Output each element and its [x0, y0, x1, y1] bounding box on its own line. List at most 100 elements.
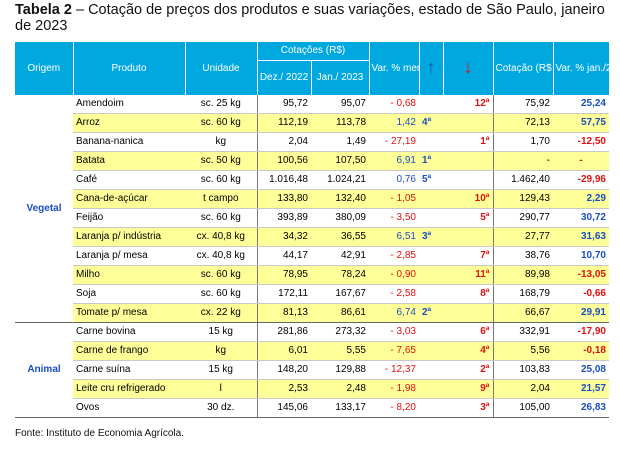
rank-increase [419, 360, 443, 380]
price-dec-2022: 1.016,48 [256, 170, 311, 190]
price-jan-2022: 103,83 [492, 360, 553, 380]
unit: kg [185, 132, 257, 152]
table-row: Laranja p/ mesa cx. 40,8 kg 44,17 42,91- 2,… [15, 246, 609, 266]
rank-decrease: 11ª [443, 265, 493, 285]
rank-decrease: 4ª [443, 341, 493, 361]
price-jan-2023: 380,09 [311, 208, 369, 228]
price-jan-2023: 273,32 [311, 322, 369, 342]
price-jan-2023: 42,91 [311, 246, 369, 266]
price-jan-2022: - [492, 151, 553, 171]
product-name: Cana-de-açúcar [73, 189, 185, 209]
table-row: Soja sc. 60 kg 172,11 167,67- 2,58 8ª 168,79-… [15, 284, 609, 304]
header-arrow-down-cell: ↓ [442, 42, 493, 95]
table-row: Ovos 30 dz. 145,06 133,17- 8,20 3ª 105,00 26,8… [15, 398, 609, 418]
table-row: Café sc. 60 kg 1.016,48 1.024,21 0,76 5ª 1.462… [15, 170, 609, 190]
header-arrow-up-cell: ↑ [418, 42, 443, 95]
unit: sc. 60 kg [185, 284, 257, 304]
yearly-variation: -17,90 [553, 322, 609, 342]
table-row: Cana-de-açúcar t campo 133,80 132,40- 1,05 1… [15, 189, 609, 209]
table-row: Arroz sc. 60 kg 112,19 113,78 1,42 4ª 72,13 57,… [15, 113, 609, 133]
monthly-variation: - 2,58 [369, 284, 419, 304]
price-jan-2023: 133,17 [311, 398, 369, 418]
rank-decrease: 2ª [443, 360, 493, 380]
price-jan-2022: 129,43 [492, 189, 553, 209]
monthly-variation: - 27,19 [369, 132, 419, 152]
yearly-variation: 25,24 [553, 95, 609, 114]
price-dec-2022: 34,32 [256, 227, 311, 247]
table-row: Carne suína 15 kg 148,20 129,88- 12,37 2ª 103… [15, 360, 609, 380]
rank-increase: 2ª [419, 303, 443, 323]
rank-increase [419, 265, 443, 285]
arrow-up-icon: ↑ [426, 56, 436, 77]
price-jan-2022: 72,13 [492, 113, 553, 133]
table-row: Banana-nanica kg 2,04 1,49- 27,19 1ª 1,70 -12,… [15, 132, 609, 152]
product-name: Feijão [73, 208, 185, 228]
monthly-variation: - 2,85 [369, 246, 419, 266]
header-produto: Produto [72, 42, 185, 95]
price-jan-2022: 5,56 [492, 341, 553, 361]
product-name: Carne de frango [73, 341, 185, 361]
rank-decrease: 8ª [443, 284, 493, 304]
yearly-variation: -0,18 [553, 341, 609, 361]
product-name: Banana-nanica [73, 132, 185, 152]
unit: 15 kg [185, 322, 257, 342]
yearly-variation: 30,72 [553, 208, 609, 228]
unit: t campo [185, 189, 257, 209]
yearly-variation: 10,70 [553, 246, 609, 266]
price-dec-2022: 145,06 [256, 398, 311, 418]
rank-decrease [443, 303, 493, 323]
header-var-mensal: Var. % mensal [368, 42, 419, 95]
rank-increase: 4ª [419, 113, 443, 133]
yearly-variation: -0,66 [553, 284, 609, 304]
unit: sc. 50 kg [185, 151, 257, 171]
yearly-variation: 29,91 [553, 303, 609, 323]
price-jan-2022: 168,79 [492, 284, 553, 304]
monthly-variation: - 1,05 [369, 189, 419, 209]
table-body: Vegetal Amendoim sc. 25 kg 95,72 95,07- 0,68… [15, 95, 609, 418]
product-name: Carne suína [73, 360, 185, 380]
header-origem: Origem [15, 42, 73, 95]
price-jan-2023: 36,55 [311, 227, 369, 247]
unit: sc. 60 kg [185, 208, 257, 228]
price-dec-2022: 81,13 [256, 303, 311, 323]
rank-increase [419, 189, 443, 209]
price-jan-2022: 332,91 [492, 322, 553, 342]
unit: sc. 60 kg [185, 113, 257, 133]
yearly-variation: 21,57 [553, 379, 609, 399]
rank-increase [419, 379, 443, 399]
table-caption: – Cotação de preços dos produtos e suas … [15, 2, 605, 34]
monthly-variation: - 0,68 [369, 95, 419, 114]
header-unidade: Unidade [184, 42, 257, 95]
monthly-variation: 0,76 [369, 170, 419, 190]
price-jan-2023: 132,40 [311, 189, 369, 209]
price-jan-2022: 1.462,40 [492, 170, 553, 190]
yearly-variation: 57,75 [553, 113, 609, 133]
unit: cx. 40,8 kg [185, 246, 257, 266]
price-jan-2023: 86,61 [311, 303, 369, 323]
header-var-jan: Var. % jan./2023- jan./2022 [552, 42, 609, 95]
unit: kg [185, 341, 257, 361]
price-jan-2022: 75,92 [492, 95, 553, 114]
yearly-variation: 2,29 [553, 189, 609, 209]
rank-decrease [443, 227, 493, 247]
table-row: Feijão sc. 60 kg 393,89 380,09- 3,50 5ª 290,7… [15, 208, 609, 228]
monthly-variation: - 7,65 [369, 341, 419, 361]
rank-increase: 3ª [419, 227, 443, 247]
price-jan-2022: 66,67 [492, 303, 553, 323]
rank-decrease: 7ª [443, 246, 493, 266]
price-jan-2023: 95,07 [311, 95, 369, 114]
product-name: Milho [73, 265, 185, 285]
unit: 15 kg [185, 360, 257, 380]
product-name: Arroz [73, 113, 185, 133]
price-dec-2022: 172,11 [256, 284, 311, 304]
rank-increase [419, 322, 443, 342]
table-row: Batata sc. 50 kg 100,56 107,50 6,91 1ª - - [15, 151, 609, 171]
price-dec-2022: 133,80 [256, 189, 311, 209]
product-name: Laranja p/ mesa [73, 246, 185, 266]
price-jan-2022: 1,70 [492, 132, 553, 152]
rank-increase [419, 208, 443, 228]
yearly-variation: 26,83 [553, 398, 609, 418]
rank-decrease: 5ª [443, 208, 493, 228]
price-jan-2023: 129,88 [311, 360, 369, 380]
monthly-variation: - 12,37 [369, 360, 419, 380]
